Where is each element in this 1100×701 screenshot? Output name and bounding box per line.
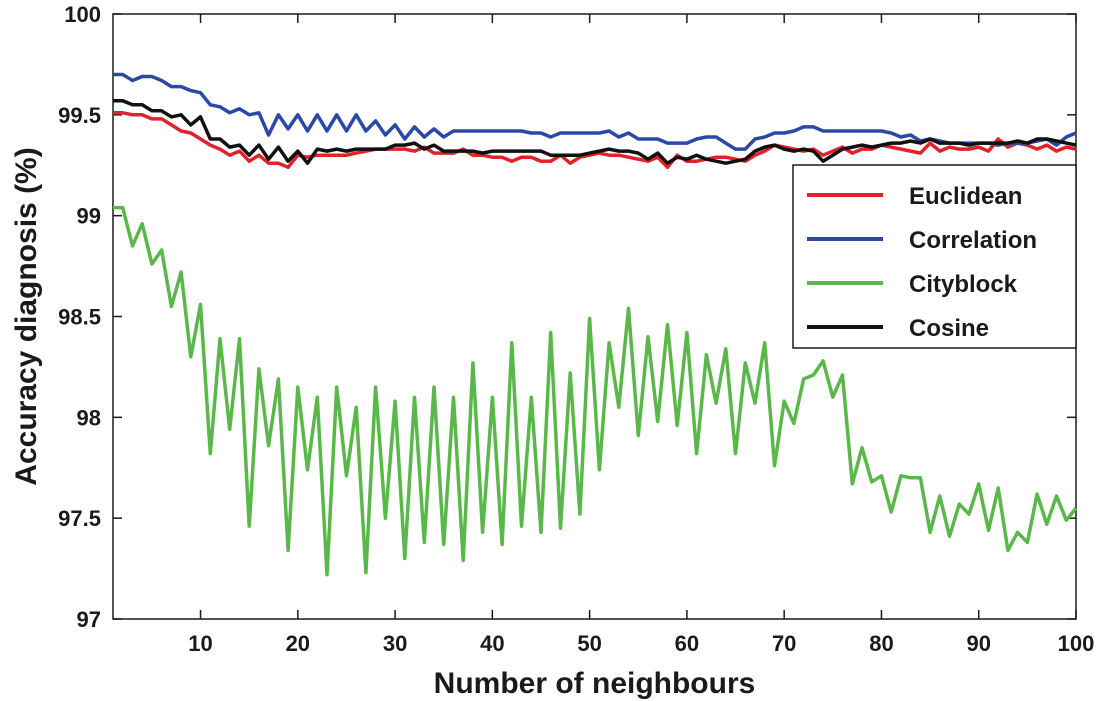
series-line-correlation xyxy=(113,72,1077,151)
legend-label-euclidean: Euclidean xyxy=(909,183,1022,210)
legend-label-cosine: Cosine xyxy=(909,315,989,342)
y-tick-label: 99 xyxy=(77,204,101,229)
x-tick-label: 40 xyxy=(480,631,504,656)
y-tick-label: 98 xyxy=(77,405,101,430)
y-tick-label: 97 xyxy=(77,607,101,632)
y-tick-label: 99.5 xyxy=(58,103,101,128)
x-tick-label: 10 xyxy=(188,631,212,656)
legend-label-correlation: Correlation xyxy=(909,227,1037,254)
series-line-cosine xyxy=(113,98,1077,165)
y-tick-label: 98.5 xyxy=(58,305,101,330)
series-line-euclidean xyxy=(113,111,1077,170)
y-tick-label: 97.5 xyxy=(58,506,101,531)
x-tick-label: 70 xyxy=(772,631,796,656)
x-tick-label: 100 xyxy=(1058,631,1095,656)
x-tick-label: 60 xyxy=(675,631,699,656)
x-tick-label: 30 xyxy=(383,631,407,656)
x-tick-label: 90 xyxy=(966,631,990,656)
y-tick-label: 100 xyxy=(64,2,101,27)
series-layer xyxy=(113,72,1078,577)
series-line-cityblock xyxy=(113,205,1078,577)
x-tick-label: 20 xyxy=(286,631,310,656)
x-tick-label: 50 xyxy=(577,631,601,656)
y-axis-title: Accuracy diagnosis (%) xyxy=(10,147,43,485)
x-tick-label: 80 xyxy=(869,631,893,656)
legend-label-cityblock: Cityblock xyxy=(909,271,1018,298)
legend: Euclidean Correlation Cityblock Cosine xyxy=(792,164,1077,349)
x-axis-title: Number of neighbours xyxy=(434,667,756,700)
